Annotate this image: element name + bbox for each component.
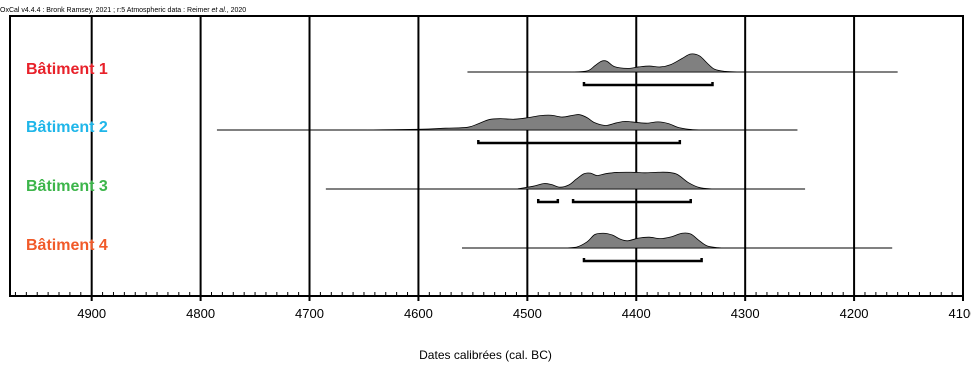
hpd-bracket	[477, 140, 682, 145]
series-1: Bâtiment 1	[26, 53, 898, 87]
x-tick-label: 4300	[731, 306, 760, 321]
series-plots: Bâtiment 1 Bâtiment 2 Bâtiment 3 Bâtiment 4	[26, 53, 898, 263]
series-2: Bâtiment 2	[26, 114, 798, 145]
x-tick-label: 4500	[513, 306, 542, 321]
hpd-bracket	[582, 82, 714, 87]
x-tick-label: 4600	[404, 306, 433, 321]
x-tick-label: 4100	[949, 306, 971, 321]
x-tick-label: 4700	[295, 306, 324, 321]
density-curve	[363, 114, 702, 131]
x-axis: 4900 4800 4700 4600 4500 4400 4300 4200 4100	[14, 292, 971, 321]
series-label: Bâtiment 1	[26, 61, 108, 78]
plot-frame	[9, 15, 964, 297]
oxcal-version-note: OxCal v4.4.4 : Bronk Ramsey, 2021 ; r:5 …	[0, 7, 247, 14]
x-tick-label: 4900	[77, 306, 106, 321]
hpd-bracket	[536, 199, 560, 204]
x-tick-label: 4800	[186, 306, 215, 321]
hpd-bracket	[571, 199, 692, 204]
series-4: Bâtiment 4	[26, 232, 893, 263]
series-3: Bâtiment 3	[26, 171, 806, 204]
hpd-bracket	[582, 258, 703, 263]
x-tick-label: 4200	[840, 306, 869, 321]
series-label: Bâtiment 3	[26, 178, 108, 195]
x-tick-label: 4400	[622, 306, 651, 321]
series-label: Bâtiment 4	[26, 237, 108, 254]
series-label: Bâtiment 2	[26, 119, 108, 136]
grid-lines	[90, 16, 856, 296]
density-curve	[559, 232, 729, 249]
density-curve	[570, 53, 740, 73]
x-axis-label: Dates calibrées (cal. BC)	[419, 348, 552, 362]
density-curve	[516, 171, 713, 190]
